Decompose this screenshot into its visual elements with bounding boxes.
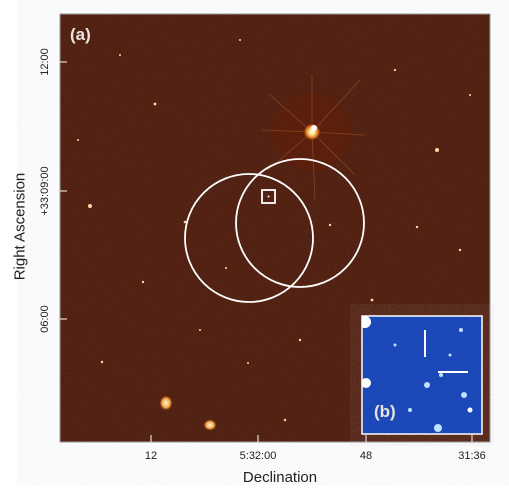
inset-image-panel <box>361 315 483 435</box>
x-tick-label: 12 <box>144 450 158 462</box>
x-axis-title: Declination <box>242 469 318 486</box>
inset-markers <box>424 330 468 373</box>
y-tick-label: +33:09:00 <box>39 166 51 216</box>
axis-tick-marks <box>60 61 473 442</box>
error-circle-left <box>184 173 314 303</box>
panel-label-main: (a) <box>70 25 91 44</box>
x-tick-label: 31:36 <box>458 450 486 462</box>
y-axis-title: Right Ascension <box>11 172 29 281</box>
extended-source <box>203 419 217 431</box>
inset-frame <box>361 315 483 435</box>
y-tick-label: 06:00 <box>39 305 51 333</box>
extended-source <box>159 395 173 411</box>
y-tick-label: 12:00 <box>39 48 51 76</box>
bright-source <box>261 75 366 201</box>
x-tick-label: 5:32:00 <box>239 450 277 462</box>
point-sources <box>77 39 471 422</box>
main-image-panel <box>59 13 491 443</box>
main-image-frame <box>59 13 491 443</box>
target-box <box>261 189 276 204</box>
error-circle-right <box>235 158 365 288</box>
panel-label-inset: (b) <box>374 402 396 421</box>
x-tick-label: 48 <box>359 450 373 462</box>
annotation-overlays <box>184 158 365 303</box>
